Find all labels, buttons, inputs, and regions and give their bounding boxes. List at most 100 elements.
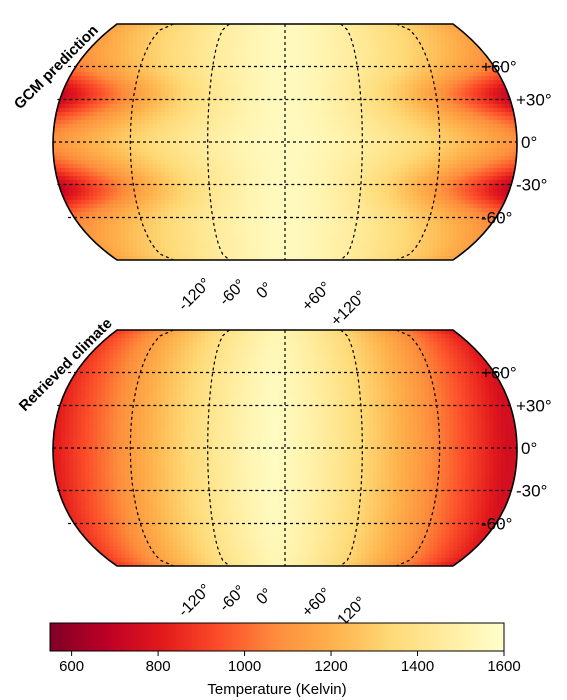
temperature-cell	[273, 24, 278, 29]
temperature-cell	[369, 180, 374, 185]
temperature-cell	[297, 156, 302, 161]
temperature-cell	[129, 56, 134, 61]
temperature-cell	[477, 32, 482, 37]
temperature-cell	[313, 88, 318, 93]
temperature-cell	[261, 100, 266, 105]
temperature-cell	[161, 176, 166, 181]
temperature-cell	[345, 72, 350, 77]
temperature-cell	[181, 52, 186, 57]
temperature-cell	[349, 40, 354, 45]
temperature-cell	[177, 156, 182, 161]
temperature-cell	[329, 64, 334, 69]
temperature-cell	[129, 88, 134, 93]
temperature-cell	[209, 168, 214, 173]
temperature-cell	[145, 84, 150, 89]
temperature-cell	[161, 72, 166, 77]
temperature-cell	[313, 76, 318, 81]
temperature-cell	[357, 32, 362, 37]
temperature-cell	[265, 188, 270, 193]
temperature-cell	[73, 168, 78, 173]
temperature-cell	[193, 48, 198, 53]
temperature-cell	[133, 144, 138, 149]
temperature-cell	[485, 48, 490, 53]
temperature-cell	[485, 92, 490, 97]
temperature-cell	[337, 128, 342, 133]
temperature-cell	[241, 96, 246, 101]
temperature-cell	[405, 148, 410, 153]
temperature-cell	[133, 112, 138, 117]
temperature-cell	[405, 64, 410, 69]
temperature-cell	[185, 152, 190, 157]
temperature-cell	[421, 148, 426, 153]
temperature-cell	[325, 84, 330, 89]
temperature-cell	[477, 40, 482, 45]
temperature-cell	[169, 60, 174, 65]
temperature-cell	[449, 80, 454, 85]
temperature-cell	[161, 156, 166, 161]
temperature-cell	[133, 116, 138, 121]
temperature-cell	[313, 68, 318, 73]
temperature-cell	[413, 108, 418, 113]
temperature-cell	[413, 96, 418, 101]
temperature-cell	[361, 88, 366, 93]
temperature-cell	[305, 176, 310, 181]
temperature-cell	[65, 104, 70, 109]
temperature-cell	[353, 24, 358, 29]
temperature-cell	[329, 188, 334, 193]
temperature-cell	[141, 104, 146, 109]
temperature-cell	[157, 100, 162, 105]
temperature-cell	[301, 168, 306, 173]
temperature-cell	[393, 184, 398, 189]
temperature-cell	[225, 136, 230, 141]
temperature-cell	[333, 80, 338, 85]
temperature-cell	[61, 124, 66, 129]
temperature-cell	[481, 140, 486, 145]
temperature-cell	[405, 44, 410, 49]
temperature-cell	[233, 176, 238, 181]
temperature-cell	[469, 124, 474, 129]
temperature-cell	[437, 56, 442, 61]
temperature-cell	[421, 136, 426, 141]
temperature-cell	[417, 152, 422, 157]
temperature-cell	[413, 104, 418, 109]
temperature-cell	[401, 80, 406, 85]
temperature-cell	[281, 88, 286, 93]
temperature-cell	[497, 164, 502, 169]
temperature-cell	[485, 144, 490, 149]
temperature-cell	[265, 132, 270, 137]
temperature-cell	[245, 48, 250, 53]
temperature-cell	[153, 68, 158, 73]
temperature-cell	[229, 24, 234, 29]
temperature-cell	[93, 152, 98, 157]
temperature-cell	[489, 176, 494, 181]
temperature-cell	[237, 120, 242, 125]
temperature-cell	[417, 148, 422, 153]
temperature-cell	[269, 56, 274, 61]
temperature-cell	[497, 152, 502, 157]
temperature-cell	[441, 76, 446, 81]
temperature-cell	[201, 160, 206, 165]
temperature-cell	[465, 44, 470, 49]
temperature-cell	[513, 136, 517, 141]
temperature-cell	[125, 132, 130, 137]
temperature-cell	[425, 180, 430, 185]
temperature-cell	[245, 92, 250, 97]
temperature-cell	[245, 120, 250, 125]
temperature-cell	[117, 120, 122, 125]
temperature-cell	[269, 36, 274, 41]
temperature-cell	[245, 60, 250, 65]
temperature-cell	[449, 148, 454, 153]
temperature-cell	[181, 92, 186, 97]
temperature-cell	[77, 84, 82, 89]
temperature-cell	[217, 120, 222, 125]
temperature-cell	[309, 188, 314, 193]
temperature-cell	[445, 88, 450, 93]
temperature-cell	[137, 60, 142, 65]
temperature-cell	[97, 148, 102, 153]
temperature-cell	[457, 132, 462, 137]
temperature-cell	[141, 92, 146, 97]
temperature-cell	[329, 124, 334, 129]
temperature-cell	[161, 44, 166, 49]
temperature-cell	[229, 156, 234, 161]
temperature-cell	[401, 172, 406, 177]
